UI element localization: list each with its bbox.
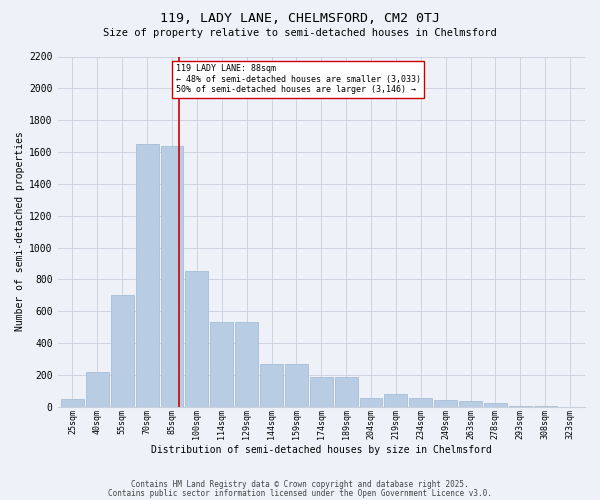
Bar <box>161 146 184 406</box>
Bar <box>409 398 432 406</box>
Bar <box>285 364 308 406</box>
Bar <box>310 377 333 406</box>
Bar <box>61 398 84 406</box>
Bar <box>459 401 482 406</box>
Bar <box>335 377 358 406</box>
Bar <box>210 322 233 406</box>
Bar <box>484 404 507 406</box>
Bar <box>86 372 109 406</box>
Text: Size of property relative to semi-detached houses in Chelmsford: Size of property relative to semi-detach… <box>103 28 497 38</box>
Bar <box>111 295 134 406</box>
X-axis label: Distribution of semi-detached houses by size in Chelmsford: Distribution of semi-detached houses by … <box>151 445 491 455</box>
Text: 119 LADY LANE: 88sqm
← 48% of semi-detached houses are smaller (3,033)
50% of se: 119 LADY LANE: 88sqm ← 48% of semi-detac… <box>176 64 421 94</box>
Bar <box>185 272 208 406</box>
Bar <box>434 400 457 406</box>
Bar <box>235 322 258 406</box>
Bar <box>385 394 407 406</box>
Bar <box>136 144 158 406</box>
Text: Contains public sector information licensed under the Open Government Licence v3: Contains public sector information licen… <box>108 489 492 498</box>
Text: 119, LADY LANE, CHELMSFORD, CM2 0TJ: 119, LADY LANE, CHELMSFORD, CM2 0TJ <box>160 12 440 26</box>
Y-axis label: Number of semi-detached properties: Number of semi-detached properties <box>15 132 25 332</box>
Bar <box>359 398 382 406</box>
Bar <box>260 364 283 406</box>
Text: Contains HM Land Registry data © Crown copyright and database right 2025.: Contains HM Land Registry data © Crown c… <box>131 480 469 489</box>
